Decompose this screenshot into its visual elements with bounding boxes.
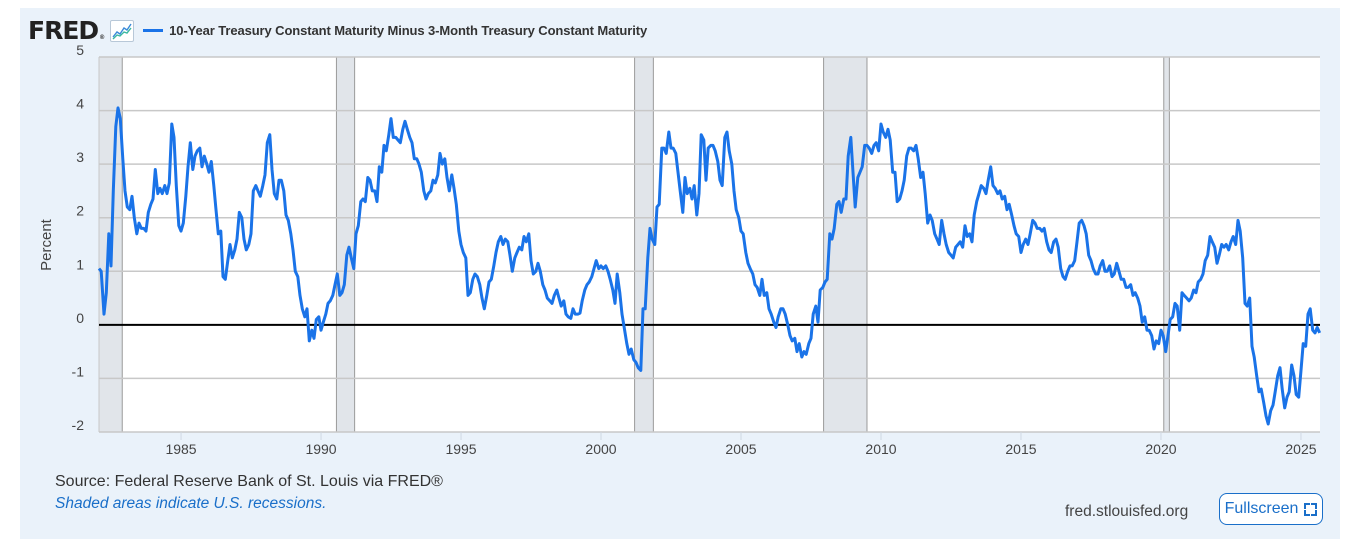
y-tick-label: -1 xyxy=(72,363,85,379)
legend-swatch xyxy=(143,28,164,32)
x-tick-label: 1990 xyxy=(305,441,336,457)
x-tick-label: 2015 xyxy=(1005,441,1036,457)
registered-mark: ® xyxy=(99,33,105,41)
x-tick-labels: 1985 1990 1995 2000 2005 2010 2015 2020 2025 xyxy=(165,432,1317,457)
x-tick-label: 2020 xyxy=(1145,441,1176,457)
y-tick-label: 5 xyxy=(76,42,84,58)
x-tick-label: 2000 xyxy=(585,441,616,457)
y-tick-label: 3 xyxy=(76,149,84,165)
y-tick-label: 4 xyxy=(76,96,84,112)
y-tick-labels: -2 -1 0 1 2 3 4 5 xyxy=(72,42,85,433)
expand-icon xyxy=(1304,502,1318,516)
site-url[interactable]: fred.stlouisfed.org xyxy=(1065,503,1189,520)
recession-band xyxy=(1163,57,1170,432)
plot-background xyxy=(99,57,1320,432)
x-tick-label: 1985 xyxy=(165,441,196,457)
fullscreen-button[interactable]: Fullscreen xyxy=(1219,493,1323,525)
x-tick-label: 2010 xyxy=(865,441,896,457)
recession-band xyxy=(336,57,355,432)
y-tick-label: 2 xyxy=(76,203,84,219)
series-line[interactable] xyxy=(97,106,1322,426)
legend-label[interactable]: 10-Year Treasury Constant Maturity Minus… xyxy=(169,22,648,38)
fred-logo[interactable]: FRED® xyxy=(28,15,105,45)
x-tick-label: 2005 xyxy=(725,441,756,457)
recession-band xyxy=(823,57,867,432)
fred-logo-text: FRED xyxy=(28,15,99,45)
y-axis-label: Percent xyxy=(38,218,55,271)
y-tick-label: 1 xyxy=(76,256,84,272)
line-graph-icon[interactable] xyxy=(110,20,135,42)
chart-header: FRED® 10-Year Treasury Constant Maturity… xyxy=(28,14,647,46)
fullscreen-label: Fullscreen xyxy=(1224,500,1299,517)
y-tick-label: -2 xyxy=(72,417,85,433)
x-tick-label: 1995 xyxy=(445,441,476,457)
recession-note: Shaded areas indicate U.S. recessions. xyxy=(55,495,327,512)
x-tick-label: 2025 xyxy=(1285,441,1316,457)
y-tick-label: 0 xyxy=(76,310,84,326)
gridlines-group xyxy=(98,56,1320,433)
source-text: Source: Federal Reserve Bank of St. Loui… xyxy=(55,473,443,490)
recession-band xyxy=(634,57,654,432)
